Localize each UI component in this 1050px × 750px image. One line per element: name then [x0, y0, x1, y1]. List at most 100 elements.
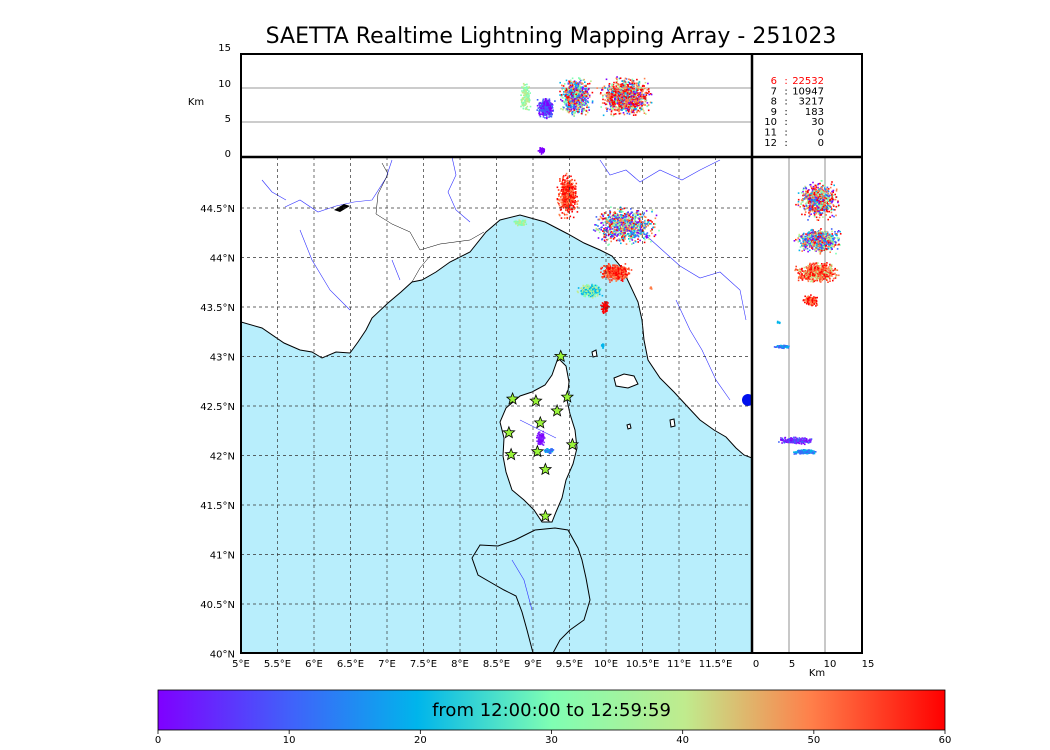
altitude-tick-label: 10: [218, 79, 231, 90]
longitude-tick-label: 5.5°E: [264, 659, 291, 670]
top-panel-background: [241, 54, 752, 157]
country-borders: [375, 162, 485, 283]
longitude-tick-label: 6.5°E: [337, 659, 364, 670]
source-count-value: 183: [805, 107, 824, 118]
panel-frames: [240, 53, 863, 654]
plan-view-map: 5°E 5.5°E 6°E 6.5°E 7°E 7.5°E 8°E 8.5°E 9°E 9.5°E…: [200, 157, 752, 670]
small-island-3: [626, 423, 632, 430]
latitude-tick-label: 42°N: [210, 452, 235, 463]
colorbar-tick-label: 50: [807, 735, 820, 746]
station-star-icon: [550, 403, 564, 417]
latitude-tick-label: 42.5°N: [200, 402, 235, 413]
altitude-km-tick-label: 5: [789, 659, 795, 670]
altitude-km-value: 6: [771, 76, 777, 87]
latitude-tick-label: 43.5°N: [200, 303, 235, 314]
station-star-icon: [533, 415, 548, 429]
right-panel-background: [752, 157, 862, 653]
station-star-icon: [529, 393, 543, 407]
longitude-tick-label: 10.5°E: [626, 659, 660, 670]
lma-stations: [502, 349, 580, 522]
right-scatter-layer: [773, 180, 842, 455]
small-island-2: [669, 418, 676, 428]
longitude-tick-label: 9.5°E: [556, 659, 583, 670]
altitude-tick-label: 15: [218, 43, 231, 54]
station-star-icon: [538, 508, 553, 522]
altitude-km-tick-label: 10: [824, 659, 837, 670]
source-count-value: 10947: [792, 86, 824, 97]
count-separator: :: [784, 128, 787, 139]
altitude-count-row: 7:10947: [771, 86, 824, 97]
map-scatter-layer: [513, 172, 660, 455]
map-longitude-ticks: 5°E 5.5°E 6°E 6.5°E 7°E 7.5°E 8°E 8.5°E 9°E 9.5°E…: [232, 659, 732, 670]
latitude-tick-label: 40.5°N: [200, 600, 235, 611]
station-star-icon: [505, 391, 520, 405]
colorbar-tick-label: 40: [676, 735, 689, 746]
latitude-tick-label: 43°N: [210, 353, 235, 364]
right-x-axis-label: Km: [809, 668, 825, 679]
altitude-longitude-panel: 15 10 5 0 Km: [188, 43, 752, 160]
altitude-count-row: 8: 3217: [771, 97, 824, 108]
station-star-icon: [530, 444, 545, 458]
longitude-tick-label: 7.5°E: [410, 659, 437, 670]
count-separator: :: [784, 107, 787, 118]
counts-panel-background: [752, 54, 862, 157]
altitude-km-tick-label: 0: [753, 659, 759, 670]
station-star-icon: [504, 447, 518, 461]
source-count-value: 30: [811, 117, 824, 128]
longitude-tick-label: 7°E: [378, 659, 396, 670]
count-separator: :: [784, 86, 787, 97]
colorbar-gradient: [157, 689, 946, 731]
top-scatter-layer: [520, 76, 653, 155]
longitude-tick-label: 9°E: [524, 659, 542, 670]
source-count-value: 0: [818, 128, 824, 139]
altitude-count-row: 9: 183: [771, 107, 824, 118]
altitude-km-tick-label: 15: [862, 659, 875, 670]
altitude-km-value: 9: [771, 107, 777, 118]
latitude-tick-label: 41.5°N: [200, 501, 235, 512]
station-star-icon: [565, 437, 580, 451]
longitude-tick-label: 10°E: [594, 659, 618, 670]
time-colorbar: 0 10 20 30 40 50 60: [155, 689, 952, 746]
altitude-km-value: 11: [764, 128, 777, 139]
longitude-tick-label: 6°E: [305, 659, 323, 670]
altitude-tick-label: 5: [225, 114, 231, 125]
colorbar-label: from 12:00:00 to 12:59:59: [432, 700, 671, 721]
small-island-1: [591, 349, 598, 358]
altitude-km-value: 8: [771, 97, 777, 108]
altitude-km-value: 7: [771, 86, 777, 97]
colorbar-tick-label: 60: [939, 735, 952, 746]
lake-geneva: [334, 204, 350, 212]
altitude-tick-label: 0: [225, 149, 231, 160]
colorbar-tick-label: 20: [414, 735, 427, 746]
station-star-icon: [502, 425, 516, 439]
altitude-count-row: 6:22532: [771, 76, 824, 87]
source-count-value: 3217: [799, 97, 824, 108]
count-separator: :: [784, 97, 787, 108]
source-count-value: 22532: [792, 76, 824, 87]
top-y-axis-label: Km: [188, 97, 204, 108]
right-x-ticks: 0 5 10 15: [753, 659, 875, 670]
count-separator: :: [784, 138, 787, 149]
source-count-value: 0: [818, 138, 824, 149]
station-star-icon: [538, 462, 553, 476]
latitude-tick-label: 44.5°N: [200, 204, 235, 215]
top-y-ticks: 15 10 5 0: [218, 43, 231, 160]
rivers: [261, 157, 747, 611]
latitude-tick-label: 44°N: [210, 254, 235, 265]
colorbar-tick-label: 0: [155, 735, 161, 746]
station-star-icon: [560, 389, 575, 403]
altitude-count-row: 12: 0: [764, 138, 824, 149]
count-separator: :: [784, 117, 787, 128]
elba-island: [613, 373, 639, 389]
count-separator: :: [784, 76, 787, 87]
longitude-tick-label: 8°E: [451, 659, 469, 670]
longitude-tick-label: 5°E: [232, 659, 250, 670]
longitude-tick-label: 11°E: [667, 659, 691, 670]
longitude-tick-label: 11.5°E: [699, 659, 733, 670]
altitude-count-row: 10: 30: [764, 117, 824, 128]
altitude-km-value: 10: [764, 117, 777, 128]
